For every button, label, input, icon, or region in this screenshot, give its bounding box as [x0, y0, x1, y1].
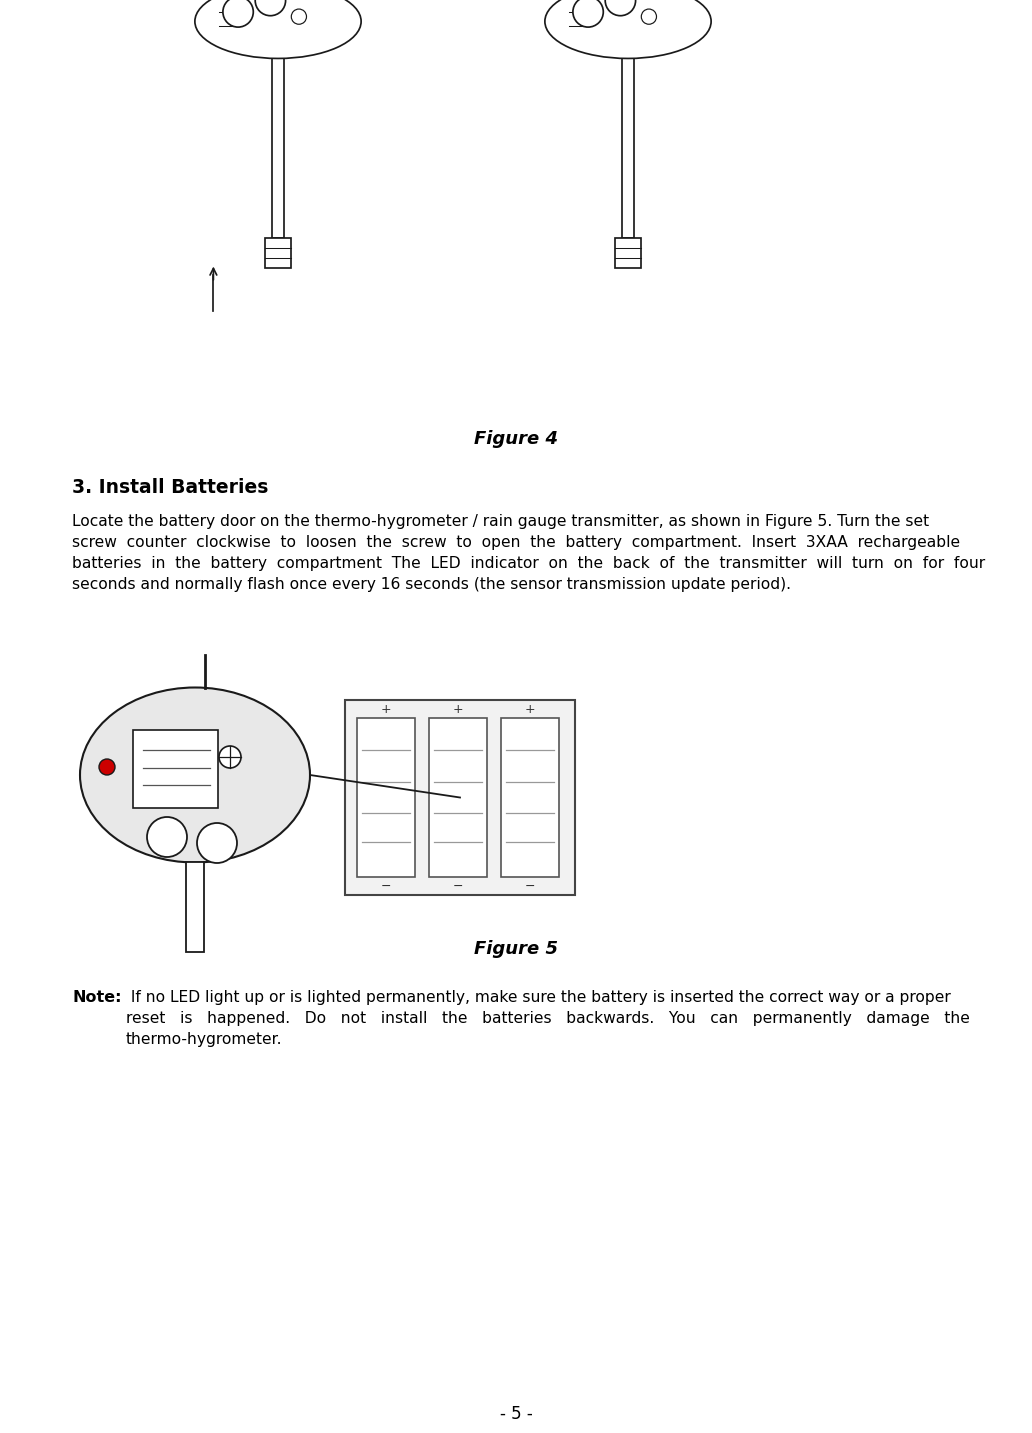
Text: +: + [381, 702, 391, 715]
Circle shape [147, 817, 187, 857]
Text: - 5 -: - 5 - [499, 1404, 533, 1423]
Bar [622, 47, 635, 238]
Ellipse shape [195, 0, 361, 59]
Circle shape [605, 0, 636, 16]
Text: If no LED light up or is lighted permanently, make sure the battery is inserted : If no LED light up or is lighted permane… [126, 990, 970, 1048]
Circle shape [641, 9, 656, 24]
Bar [429, 718, 487, 877]
Circle shape [197, 823, 237, 863]
Circle shape [291, 9, 307, 24]
Bar [357, 718, 415, 877]
Text: −: − [381, 880, 391, 893]
Circle shape [99, 759, 115, 775]
Text: Locate the battery door on the thermo-hygrometer / rain gauge transmitter, as sh: Locate the battery door on the thermo-hy… [72, 514, 986, 592]
Bar [271, 47, 284, 238]
Circle shape [223, 0, 253, 27]
Text: Figure 4: Figure 4 [474, 430, 558, 449]
Bar [345, 699, 575, 896]
Text: +: + [453, 702, 463, 715]
Text: +: + [524, 702, 536, 715]
Circle shape [219, 747, 241, 768]
Bar [133, 729, 218, 808]
Bar [501, 718, 559, 877]
Text: −: − [524, 880, 536, 893]
Ellipse shape [80, 688, 310, 863]
Circle shape [573, 0, 604, 27]
Bar [264, 238, 291, 268]
Text: −: − [453, 880, 463, 893]
Bar [615, 238, 641, 268]
Ellipse shape [545, 0, 711, 59]
Text: Note:: Note: [72, 990, 122, 1005]
Circle shape [255, 0, 286, 16]
Bar [186, 863, 204, 952]
Text: 3. Install Batteries: 3. Install Batteries [72, 479, 268, 497]
Text: Figure 5: Figure 5 [474, 940, 558, 959]
